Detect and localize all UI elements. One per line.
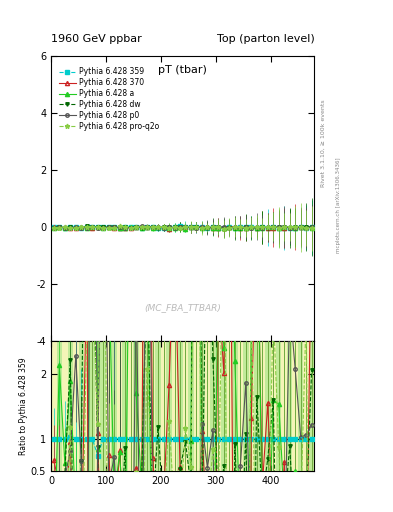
Bar — [133, 342, 139, 471]
Text: Rivet 3.1.10, ≥ 100k events: Rivet 3.1.10, ≥ 100k events — [320, 99, 325, 187]
Bar — [243, 342, 249, 471]
Bar — [62, 342, 68, 471]
Bar — [298, 342, 303, 471]
Bar — [161, 342, 166, 471]
Bar — [155, 342, 161, 471]
Bar — [57, 342, 62, 471]
Bar — [303, 342, 309, 471]
Bar — [117, 342, 122, 471]
Bar — [139, 342, 144, 471]
Bar — [227, 342, 232, 471]
Bar — [90, 342, 95, 471]
Bar — [194, 342, 199, 471]
Bar — [210, 342, 216, 471]
Bar — [249, 342, 254, 471]
Bar — [122, 342, 128, 471]
Bar — [292, 342, 298, 471]
Bar — [221, 342, 227, 471]
Bar — [177, 342, 183, 471]
Bar — [128, 342, 133, 471]
Text: 1960 GeV ppbar: 1960 GeV ppbar — [51, 33, 142, 44]
Bar — [95, 342, 101, 471]
Legend: Pythia 6.428 359, Pythia 6.428 370, Pythia 6.428 a, Pythia 6.428 dw, Pythia 6.42: Pythia 6.428 359, Pythia 6.428 370, Pyth… — [57, 66, 161, 133]
Bar — [112, 342, 117, 471]
Bar — [84, 342, 90, 471]
Text: (MC_FBA_TTBAR): (MC_FBA_TTBAR) — [144, 303, 221, 312]
Bar — [144, 342, 150, 471]
Bar — [309, 342, 314, 471]
Bar — [73, 342, 79, 471]
Text: pT (tbar): pT (tbar) — [158, 65, 207, 75]
Text: Top (parton level): Top (parton level) — [217, 33, 314, 44]
Bar — [276, 342, 281, 471]
Y-axis label: Ratio to Pythia 6.428 359: Ratio to Pythia 6.428 359 — [19, 357, 28, 455]
Bar — [216, 342, 221, 471]
Bar — [205, 342, 210, 471]
Bar — [183, 342, 188, 471]
Bar — [172, 342, 177, 471]
Bar — [259, 342, 265, 471]
Bar — [101, 342, 106, 471]
Bar — [51, 342, 57, 471]
Bar — [106, 342, 112, 471]
Bar — [79, 342, 84, 471]
Bar — [270, 342, 276, 471]
Bar — [199, 342, 205, 471]
Bar — [265, 342, 270, 471]
Bar — [166, 342, 172, 471]
Bar — [188, 342, 194, 471]
Text: mcplots.cern.ch [arXiv:1306.3436]: mcplots.cern.ch [arXiv:1306.3436] — [336, 157, 341, 252]
Bar — [287, 342, 292, 471]
Bar — [254, 342, 259, 471]
Bar — [281, 342, 287, 471]
Bar — [238, 342, 243, 471]
Bar — [150, 342, 155, 471]
Bar — [232, 342, 238, 471]
Bar — [68, 342, 73, 471]
